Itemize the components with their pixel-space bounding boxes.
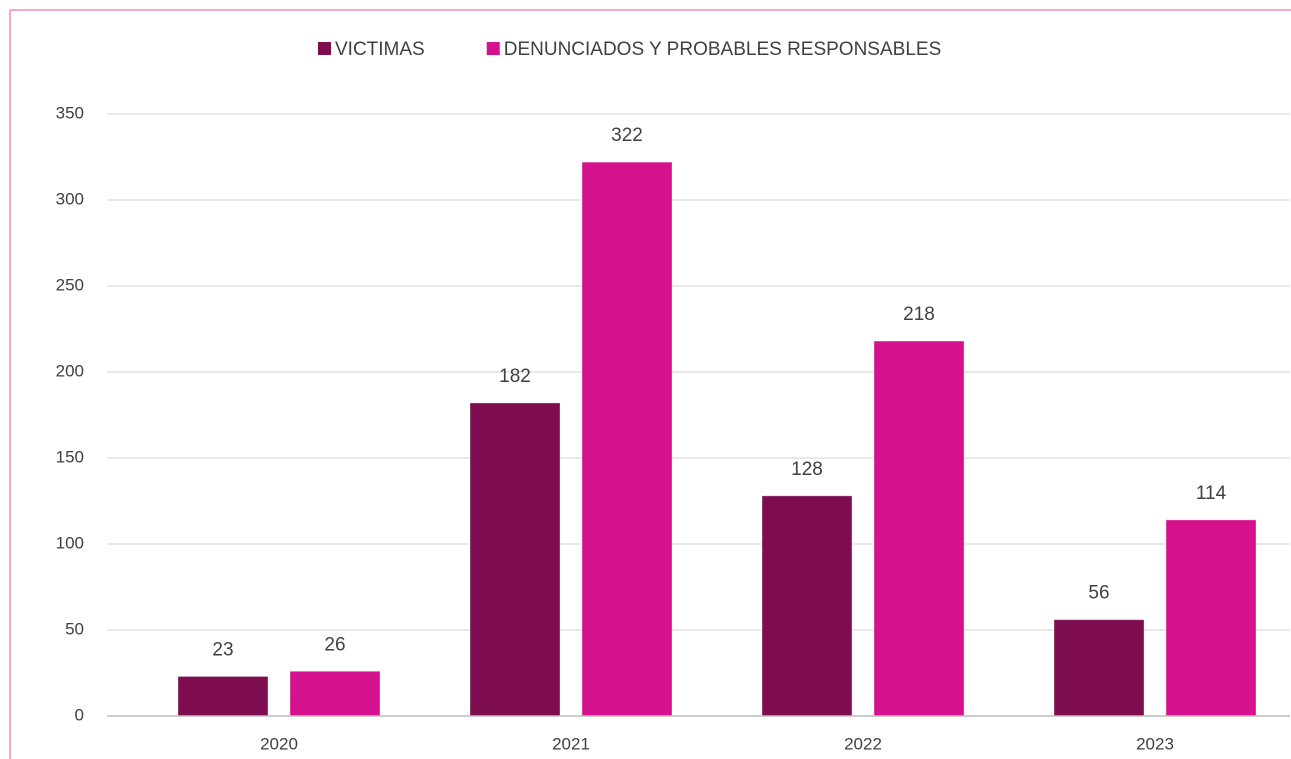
x-tick-label: 2022: [844, 734, 882, 753]
x-tick-label: 2020: [260, 734, 298, 753]
bar: [289, 670, 381, 717]
value-label: 26: [324, 634, 345, 655]
bar: [1165, 519, 1257, 717]
y-tick-label: 350: [56, 103, 84, 122]
value-label: 128: [791, 459, 823, 480]
value-label: 218: [903, 304, 935, 325]
bar: [177, 675, 269, 717]
x-tick-label: 2021: [552, 734, 590, 753]
x-tick-label: 2023: [1136, 734, 1174, 753]
y-tick-label: 150: [56, 447, 84, 466]
value-label: 114: [1196, 483, 1227, 504]
y-tick-label: 200: [56, 361, 84, 380]
y-tick-label: 250: [56, 275, 84, 294]
y-tick-label: 50: [65, 619, 84, 638]
value-label: 182: [499, 366, 531, 387]
y-tick-label: 300: [56, 189, 84, 208]
value-label: 56: [1088, 583, 1109, 604]
bar: [1053, 619, 1145, 717]
y-tick-label: 100: [56, 533, 84, 552]
bar: [581, 161, 673, 717]
value-label: 23: [212, 639, 233, 660]
legend-swatch: [318, 42, 331, 55]
bar: [469, 402, 561, 717]
y-tick-label: 0: [75, 705, 84, 724]
bar: [873, 340, 965, 717]
legend-swatch: [486, 42, 500, 55]
value-label: 322: [611, 125, 643, 146]
legend-label: DENUNCIADOS Y PROBABLES RESPONSABLES: [504, 39, 942, 60]
legend-label: VICTIMAS: [335, 39, 425, 60]
bar: [761, 495, 853, 717]
